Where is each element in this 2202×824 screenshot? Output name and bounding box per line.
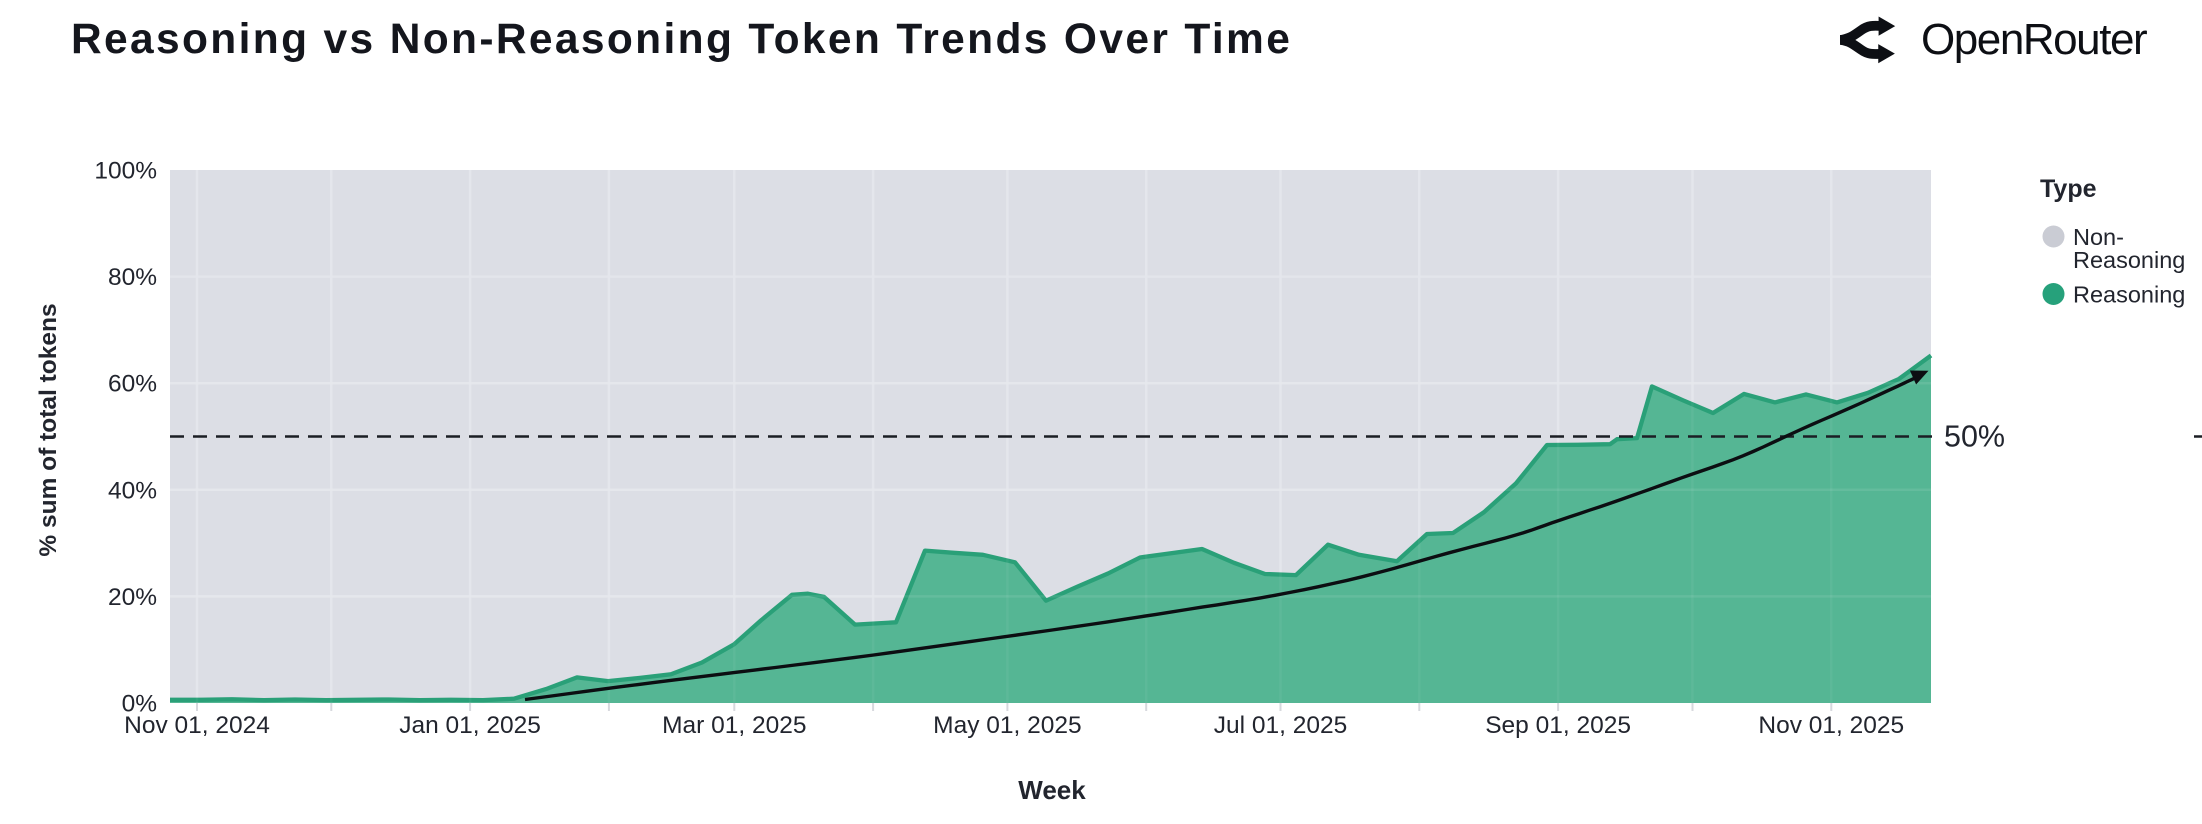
svg-text:40%: 40% (108, 477, 157, 504)
svg-text:60%: 60% (108, 371, 157, 398)
svg-text:100%: 100% (94, 158, 157, 185)
svg-text:Reasoning: Reasoning (2073, 282, 2185, 308)
svg-text:Reasoning vs Non-Reasoning Tok: Reasoning vs Non-Reasoning Token Trends … (71, 16, 1292, 63)
svg-text:80%: 80% (108, 264, 157, 291)
svg-text:Jan 01, 2025: Jan 01, 2025 (399, 712, 541, 739)
svg-text:Mar 01, 2025: Mar 01, 2025 (662, 712, 806, 739)
svg-text:% sum of total tokens: % sum of total tokens (35, 303, 62, 556)
svg-text:Sep 01, 2025: Sep 01, 2025 (1485, 712, 1631, 739)
svg-text:Week: Week (1018, 775, 1086, 805)
svg-text:0%: 0% (122, 691, 157, 718)
svg-text:Non-: Non- (2073, 224, 2124, 250)
svg-text:Type: Type (2040, 175, 2097, 203)
svg-text:OpenRouter: OpenRouter (1921, 15, 2147, 64)
svg-text:50%: 50% (1944, 420, 2005, 454)
svg-text:Reasoning: Reasoning (2073, 247, 2185, 273)
svg-text:Nov 01, 2025: Nov 01, 2025 (1758, 712, 1904, 739)
svg-text:Jul 01, 2025: Jul 01, 2025 (1214, 712, 1348, 739)
svg-text:May 01, 2025: May 01, 2025 (933, 712, 1081, 739)
svg-text:Nov 01, 2024: Nov 01, 2024 (124, 712, 270, 739)
svg-text:20%: 20% (108, 584, 157, 611)
